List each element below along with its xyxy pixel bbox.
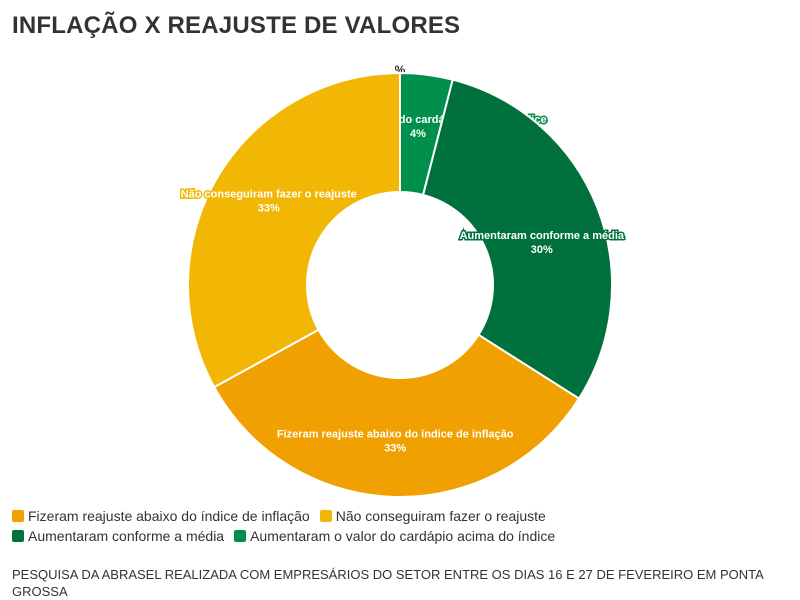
slice-label: Aumentaram conforme a média xyxy=(460,230,625,242)
legend-item[interactable]: Aumentaram o valor do cardápio acima do … xyxy=(234,528,555,544)
slice-value-label: 4% xyxy=(410,128,426,140)
legend-swatch xyxy=(234,530,247,542)
source-note: PESQUISA DA ABRASEL REALIZADA COM EMPRES… xyxy=(12,567,764,599)
legend-swatch xyxy=(12,510,24,522)
legend-item[interactable]: Aumentaram conforme a média xyxy=(12,528,224,544)
legend-swatch xyxy=(12,530,24,542)
donut-slice[interactable] xyxy=(421,78,613,400)
legend-item[interactable]: Fizeram reajuste abaixo do índice de inf… xyxy=(12,508,310,524)
slice-value-label: 33% xyxy=(258,202,280,214)
unit-label: % xyxy=(395,63,406,77)
donut-slice[interactable] xyxy=(187,71,401,389)
slice-label: Não conseguiram fazer o reajuste xyxy=(181,188,357,200)
legend-label: Aumentaram o valor do cardápio acima do … xyxy=(250,528,556,544)
legend-row: Aumentaram conforme a média Aumentaram o… xyxy=(12,528,792,544)
legend: Fizeram reajuste abaixo do índice de inf… xyxy=(12,508,792,548)
legend-label: Não conseguiram fazer o reajuste xyxy=(335,508,546,524)
donut-slice[interactable] xyxy=(212,328,581,498)
legend-item[interactable]: Não conseguiram fazer o reajuste xyxy=(319,508,546,524)
legend-label: Fizeram reajuste abaixo do índice de inf… xyxy=(28,508,310,524)
slice-value-label: 33% xyxy=(384,442,406,454)
chart-title: INFLAÇÃO X REAJUSTE DE VALORES xyxy=(12,12,461,39)
donut-chart: % Aumentaram o valor do cardápio acima do… xyxy=(0,50,800,500)
legend-row: Fizeram reajuste abaixo do índice de inf… xyxy=(12,508,792,524)
legend-label: Aumentaram conforme a média xyxy=(28,528,225,544)
donut-svg: %Aumentaram o valor do cardápio acima do… xyxy=(179,63,626,498)
slice-label: Fizeram reajuste abaixo do índice de inf… xyxy=(277,428,514,440)
slice-value-label: 30% xyxy=(531,244,553,256)
legend-swatch xyxy=(319,510,332,522)
